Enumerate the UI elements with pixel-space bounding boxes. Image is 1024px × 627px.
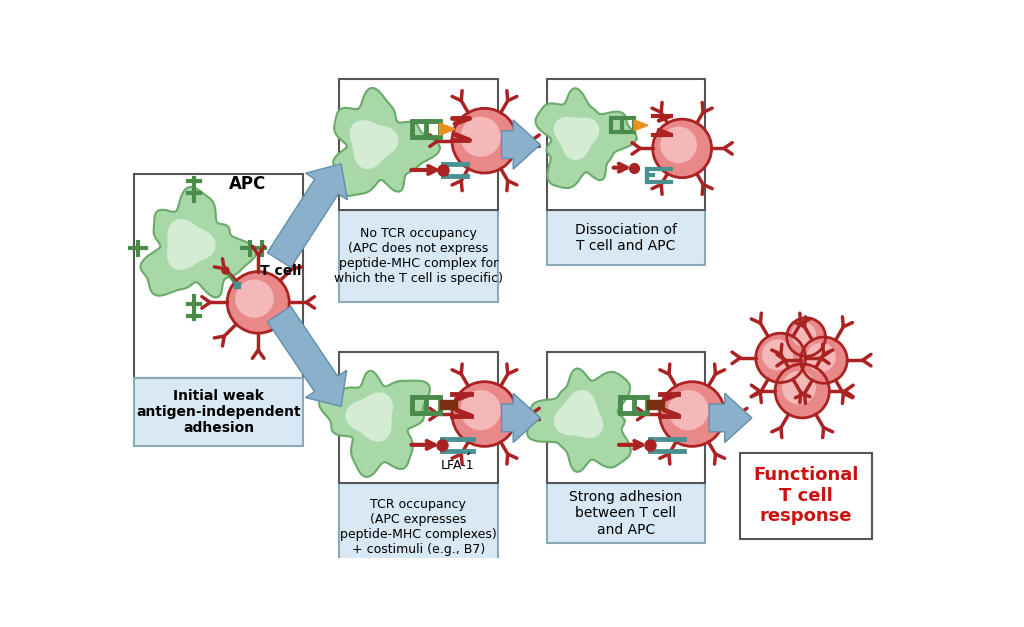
Polygon shape [319, 371, 430, 477]
Bar [134, 378, 303, 446]
Bar [439, 400, 457, 409]
Polygon shape [167, 219, 216, 270]
Circle shape [660, 127, 696, 162]
Bar [134, 174, 303, 378]
Polygon shape [536, 88, 637, 188]
Polygon shape [267, 164, 347, 268]
Polygon shape [140, 187, 256, 297]
Text: Functional
T cell
response: Functional T cell response [754, 466, 859, 525]
Circle shape [452, 382, 517, 446]
Polygon shape [345, 393, 393, 441]
Polygon shape [502, 120, 541, 169]
Text: T cell: T cell [260, 265, 301, 278]
Text: Strong adhesion
between T cell
and APC: Strong adhesion between T cell and APC [569, 490, 683, 537]
Circle shape [669, 391, 708, 429]
Bar [547, 352, 706, 483]
Bar [547, 210, 706, 265]
Circle shape [236, 280, 273, 317]
Circle shape [452, 108, 517, 173]
Polygon shape [350, 120, 398, 169]
Polygon shape [554, 117, 599, 160]
Polygon shape [502, 393, 541, 443]
Polygon shape [267, 306, 347, 406]
Circle shape [659, 382, 725, 446]
Text: TCR occupancy
(APC expresses
peptide-MHC complexes)
+ costimuli (e.g., B7): TCR occupancy (APC expresses peptide-MHC… [340, 498, 497, 556]
Bar [547, 483, 706, 544]
Polygon shape [554, 390, 603, 438]
Bar [547, 79, 706, 210]
Polygon shape [527, 369, 631, 472]
Bar [339, 352, 498, 483]
Circle shape [782, 372, 815, 404]
Circle shape [652, 119, 712, 177]
Text: LFA-1: LFA-1 [440, 453, 474, 473]
Circle shape [763, 340, 793, 370]
Bar [339, 483, 498, 572]
Circle shape [801, 337, 847, 383]
Text: Initial weak
antigen-independent
adhesion: Initial weak antigen-independent adhesio… [136, 389, 301, 435]
Circle shape [461, 391, 500, 429]
Text: APC: APC [228, 175, 266, 193]
Polygon shape [439, 123, 455, 135]
Circle shape [786, 318, 825, 356]
Polygon shape [634, 120, 648, 130]
Polygon shape [333, 88, 439, 196]
Circle shape [775, 364, 829, 418]
Bar [647, 400, 665, 409]
Circle shape [227, 271, 289, 333]
Polygon shape [710, 393, 752, 443]
Circle shape [756, 333, 805, 382]
Bar [339, 210, 498, 302]
Text: No TCR occupancy
(APC does not express
peptide-MHC complex for
which the T cell : No TCR occupancy (APC does not express p… [334, 227, 503, 285]
Circle shape [807, 344, 836, 371]
Circle shape [793, 323, 815, 346]
Text: Dissociation of
T cell and APC: Dissociation of T cell and APC [574, 223, 677, 253]
Circle shape [461, 117, 500, 156]
Bar [339, 79, 498, 210]
Bar [740, 453, 872, 539]
